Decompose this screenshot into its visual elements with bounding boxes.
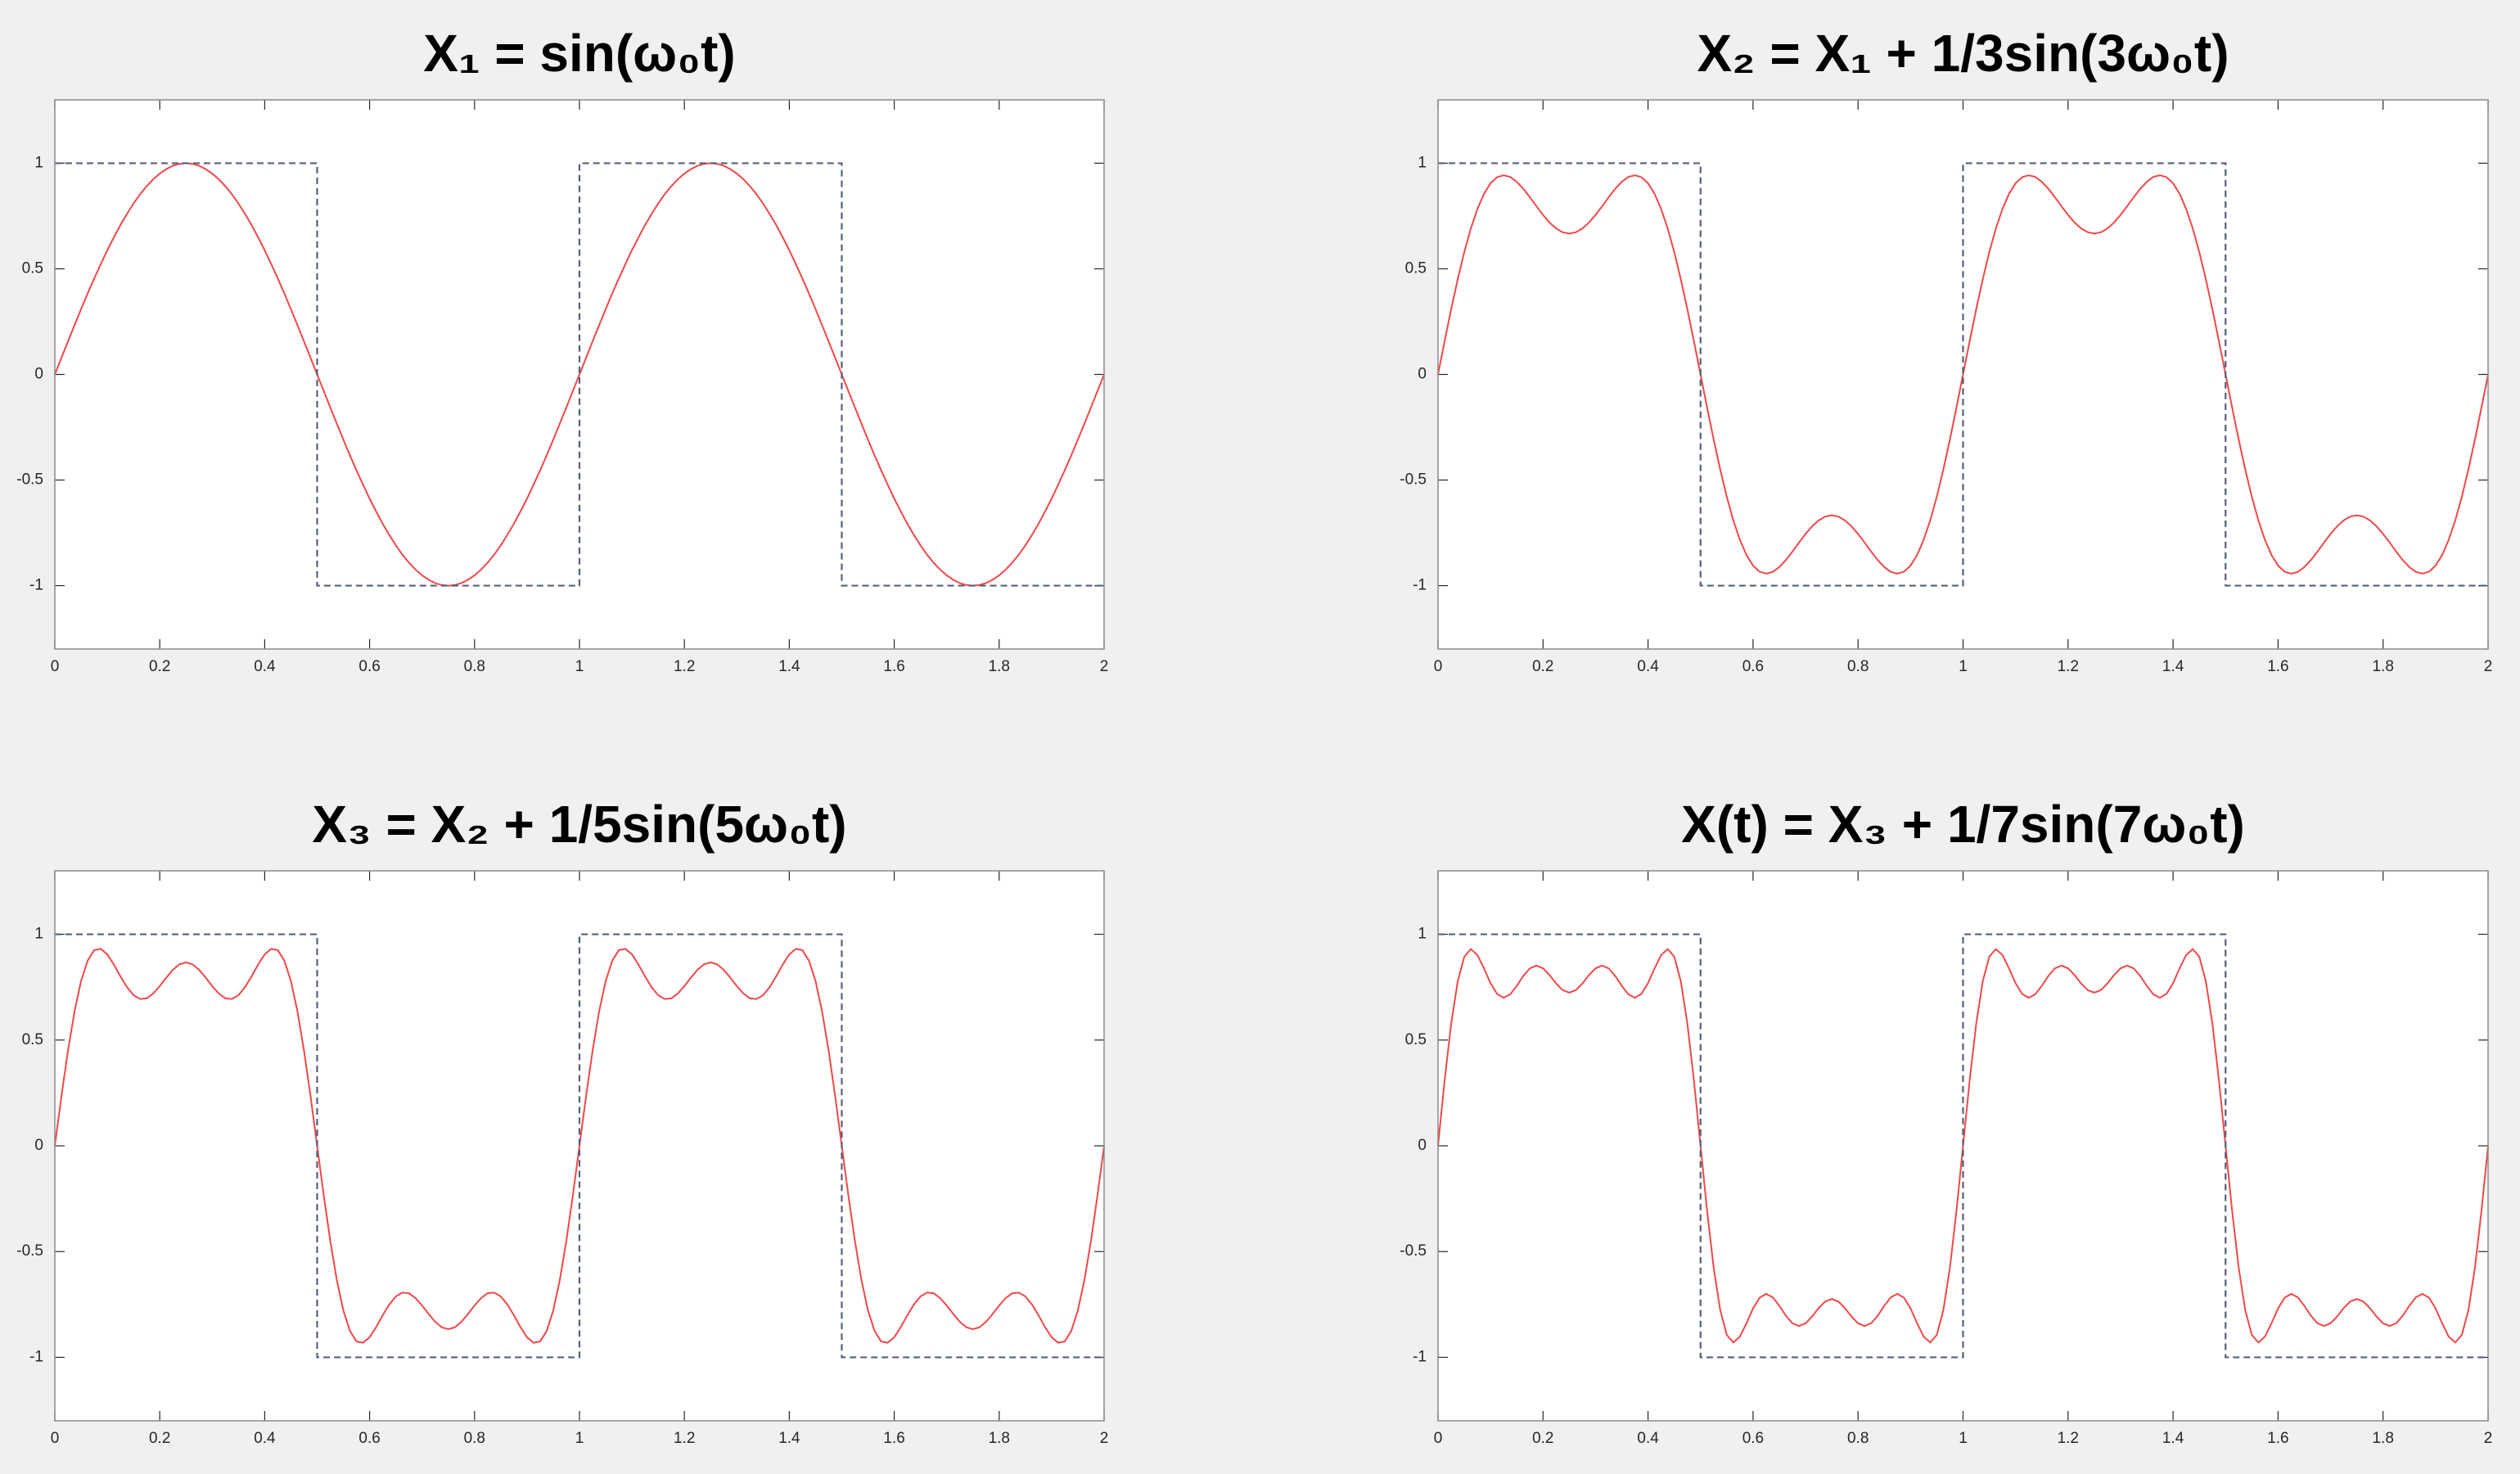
y-tick-label: 0 — [1418, 1137, 1427, 1154]
x-tick-label: 0 — [1434, 658, 1443, 675]
x-tick-label: 1 — [575, 1430, 584, 1447]
axes-box — [1437, 99, 2489, 650]
chart-title: X₂ = X₁ + 1/3sin(3ω₀t) — [1697, 24, 2229, 83]
chart-title: X₁ = sin(ω₀t) — [423, 24, 735, 83]
y-tick-label: 0.5 — [1405, 1031, 1427, 1048]
axes-box — [54, 870, 1105, 1422]
x-tick-label: 0 — [1434, 1430, 1443, 1447]
y-tick-label: 0.5 — [1405, 259, 1427, 277]
x-tick-label: 2 — [1100, 1430, 1109, 1447]
square-wave — [1438, 162, 2488, 587]
x-tick-label: 1.2 — [2058, 1430, 2079, 1447]
y-tick-label: -1 — [29, 1348, 43, 1365]
x-tick-label: 2 — [1100, 658, 1109, 675]
x-tick-label: 1.4 — [2162, 658, 2184, 675]
x-tick-label: 0.4 — [254, 1430, 276, 1447]
x-tick-label: 0.6 — [358, 658, 380, 675]
y-tick-label: -1 — [29, 577, 43, 594]
x-tick-label: 1 — [1959, 1430, 1968, 1447]
x-tick-label: 0.4 — [1637, 1430, 1659, 1447]
x-tick-label: 0.6 — [1742, 658, 1764, 675]
x-tick-label: 1.6 — [2267, 658, 2288, 675]
square-wave — [1438, 933, 2488, 1359]
y-tick-label: 1 — [1418, 154, 1427, 171]
y-tick-label: 1 — [34, 926, 43, 943]
y-tick-label: 0 — [34, 1137, 43, 1154]
x-tick-label: 1.6 — [883, 1430, 904, 1447]
x-tick-label: 0.4 — [254, 658, 276, 675]
x-tick-label: 1.8 — [989, 1430, 1010, 1447]
x-tick-label: 0.6 — [358, 1430, 380, 1447]
x-tick-label: 1.6 — [2267, 1430, 2288, 1447]
x-tick-label: 2 — [2484, 658, 2493, 675]
y-tick-label: -0.5 — [1400, 471, 1427, 489]
series-line — [1437, 948, 2489, 1344]
series-line — [54, 162, 1105, 587]
x-tick-label: 0.4 — [1637, 658, 1659, 675]
x-tick-label: 1.2 — [674, 1430, 695, 1447]
y-tick-label: 1 — [1418, 926, 1427, 943]
y-tick-label: 1 — [34, 154, 43, 171]
y-tick-label: 0 — [1418, 366, 1427, 383]
y-tick-label: -0.5 — [16, 471, 43, 489]
axes-box — [54, 99, 1105, 650]
y-tick-label: 0.5 — [22, 259, 43, 277]
x-tick-label: 0.2 — [1532, 1430, 1553, 1447]
x-tick-label: 0.6 — [1742, 1430, 1764, 1447]
square-wave — [55, 933, 1104, 1359]
x-tick-label: 0.2 — [149, 1430, 170, 1447]
x-tick-label: 1.2 — [2058, 658, 2079, 675]
square-wave — [55, 162, 1104, 587]
x-tick-label: 1.2 — [674, 658, 695, 675]
y-tick-label: -1 — [1413, 577, 1427, 594]
axes-box — [1437, 870, 2489, 1422]
x-tick-label: 1.4 — [2162, 1430, 2184, 1447]
y-tick-label: 0.5 — [22, 1031, 43, 1048]
x-tick-label: 1 — [575, 658, 584, 675]
x-tick-label: 0.8 — [464, 1430, 485, 1447]
series-line — [54, 948, 1105, 1344]
x-tick-label: 1 — [1959, 658, 1968, 675]
x-tick-label: 0 — [51, 1430, 60, 1447]
x-tick-label: 0.8 — [464, 658, 485, 675]
x-tick-label: 1.8 — [2372, 1430, 2393, 1447]
x-tick-label: 2 — [2484, 1430, 2493, 1447]
x-tick-label: 1.8 — [989, 658, 1010, 675]
x-tick-label: 1.6 — [883, 658, 904, 675]
x-tick-label: 0.8 — [1847, 658, 1869, 675]
y-tick-label: -1 — [1413, 1348, 1427, 1365]
y-tick-label: -0.5 — [16, 1242, 43, 1260]
x-tick-label: 1.4 — [778, 658, 800, 675]
x-tick-label: 0 — [51, 658, 60, 675]
x-tick-label: 0.8 — [1847, 1430, 1869, 1447]
y-tick-label: -0.5 — [1400, 1242, 1427, 1260]
x-tick-label: 1.8 — [2372, 658, 2393, 675]
chart-title: X(t) = X₃ + 1/7sin(7ω₀t) — [1681, 795, 2245, 854]
chart-title: X₃ = X₂ + 1/5sin(5ω₀t) — [312, 795, 846, 854]
x-tick-label: 0.2 — [1532, 658, 1553, 675]
x-tick-label: 0.2 — [149, 658, 170, 675]
y-tick-label: 0 — [34, 366, 43, 383]
x-tick-label: 1.4 — [778, 1430, 800, 1447]
series-line — [1437, 174, 2489, 575]
